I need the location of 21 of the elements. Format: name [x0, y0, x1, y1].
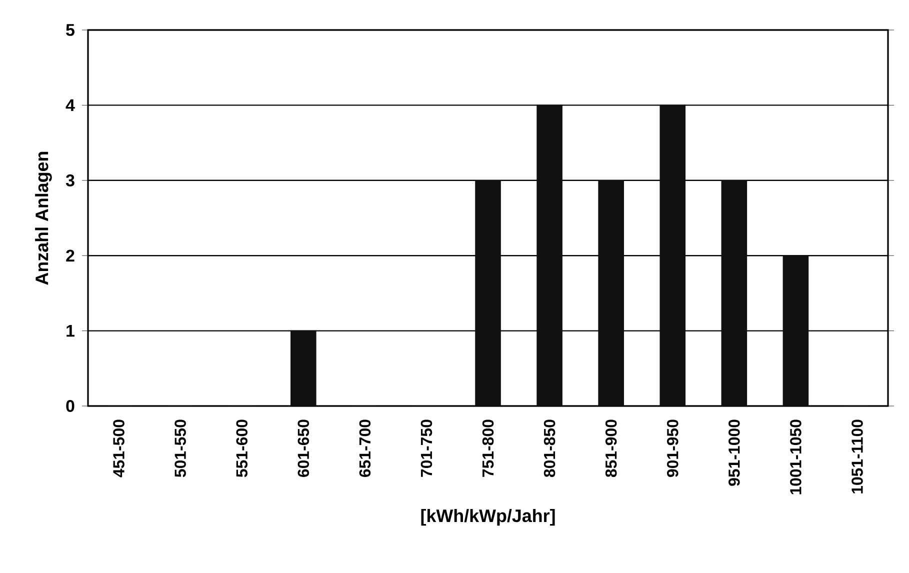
y-axis-title: Anzahl Anlagen: [35, 152, 52, 285]
x-tick-label: 451-500: [113, 420, 124, 478]
x-axis-title: [kWh/kWp/Jahr]: [421, 508, 555, 526]
y-tick-label: 2: [66, 250, 74, 262]
y-tick-label: 3: [66, 174, 74, 186]
x-tick-label: 1001-1050: [790, 420, 802, 494]
x-tick-label: 751-800: [482, 420, 494, 477]
x-tick-label: 851-900: [605, 420, 617, 478]
x-tick-label: 501-550: [174, 420, 186, 478]
x-tick-label: 901-950: [666, 420, 678, 477]
y-tick-label: 4: [66, 99, 75, 112]
x-tick-label: 551-600: [236, 420, 248, 478]
x-tick-label: 1051-1100: [852, 420, 863, 494]
x-tick-label: 601-650: [298, 420, 310, 477]
x-tick-label: 701-750: [420, 420, 432, 477]
x-tick-label: 651-700: [359, 420, 371, 477]
y-tick-label: 5: [66, 24, 74, 36]
y-tick-label: 0: [66, 400, 74, 412]
y-tick-label: 1: [66, 324, 74, 337]
x-tick-label: 951-1000: [728, 420, 740, 486]
x-tick-label: 801-850: [544, 420, 556, 478]
